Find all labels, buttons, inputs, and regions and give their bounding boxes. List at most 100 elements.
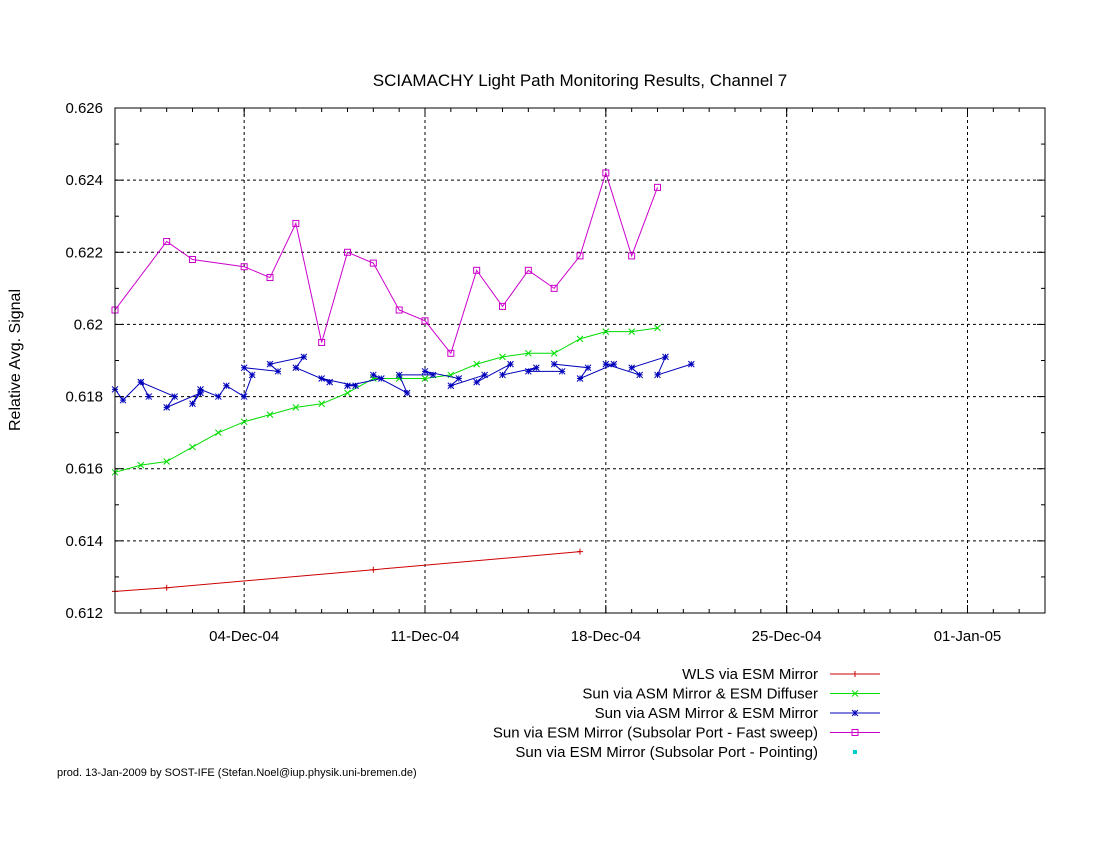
data-point [377,375,385,382]
data-point [197,386,204,393]
data-point [421,367,429,375]
data-point [610,360,618,368]
data-point [240,263,248,271]
legend-sample-marker [853,750,857,754]
chart-title: SCIAMACHY Light Path Monitoring Results,… [373,71,788,90]
series-line [114,171,658,355]
data-point [189,443,196,451]
y-tick-label: 0.622 [65,244,103,261]
data-point [687,360,695,368]
data-point [577,548,583,555]
legend-entry: Sun via ASM Mirror & ESM Mirror [595,705,880,722]
data-point [300,353,308,361]
legend-label: Sun via ESM Mirror (Subsolar Port - Poin… [515,744,818,761]
data-point [602,328,610,335]
y-tick-label: 0.62 [74,316,103,333]
data-point [576,375,584,382]
legend-entry: Sun via ESM Mirror (Subsolar Port - Poin… [515,744,857,761]
legend-sample-marker [851,690,859,697]
data-point [163,458,171,465]
x-tick-label: 11-Dec-04 [391,628,460,645]
data-point [602,169,610,177]
y-tick-label: 0.624 [65,172,103,189]
data-point [137,378,145,386]
data-point [197,389,204,397]
y-tick-label: 0.626 [65,100,103,117]
y-tick-label: 0.612 [65,605,103,622]
data-point [318,400,326,408]
axis-layer: 0.612 0.614 0.616 0.618 0.62 0.622 0.624 0.626 0… [65,100,1045,645]
series-layer [111,169,695,595]
data-point [137,461,145,469]
data-point [429,371,437,379]
data-point [274,367,282,375]
data-point [654,183,661,191]
x-tick-label: 01-Jan-05 [934,628,1002,645]
data-point [524,367,532,375]
data-point [163,237,171,245]
data-point [318,375,326,382]
legend-label: Sun via ASM Mirror & ESM Mirror [595,705,818,722]
data-point [240,393,248,400]
legend-sample-marker [851,729,859,736]
data-point [447,382,455,390]
series-line [114,551,581,592]
data-point [550,284,558,292]
data-point [318,338,326,346]
x-tick-label: 25-Dec-04 [752,628,822,645]
data-point [473,360,481,368]
y-tick-label: 0.616 [65,461,103,478]
data-point [266,360,274,368]
data-point [499,302,506,310]
y-axis-label: Relative Avg. Signal [7,289,24,431]
series-3 [111,353,695,411]
data-point [214,429,222,436]
plot-frame [114,107,1046,614]
data-point [421,375,429,382]
data-point [584,364,592,372]
series-line [114,327,658,473]
data-point [499,371,506,379]
data-point [344,382,351,390]
grid-layer [115,108,1045,613]
data-point [550,349,558,357]
x-tick-label: 04-Dec-04 [209,628,279,645]
data-point [602,360,610,368]
legend-label: Sun via ESM Mirror (Subsolar Port - Fast… [493,725,818,742]
data-point [636,371,644,379]
data-point [171,393,179,400]
data-point [145,393,153,400]
data-point [481,371,489,379]
legend-label: Sun via ASM Mirror & ESM Diffuser [582,686,818,703]
y-tick-label: 0.614 [65,533,103,550]
data-point [403,389,411,397]
data-point [370,566,377,573]
legend-sample-marker [851,709,859,717]
data-point [395,306,403,314]
data-point [499,353,506,361]
data-point [628,252,636,260]
data-point [240,364,248,372]
data-point [292,404,300,411]
data-point [344,389,351,397]
data-point [240,418,248,426]
data-point [628,364,636,372]
data-point [395,371,403,379]
data-point [248,371,256,379]
data-point [292,219,300,227]
data-point [266,411,274,418]
data-point [473,378,481,386]
data-point [189,256,196,263]
data-point [576,252,584,260]
data-point [628,328,636,335]
data-point [473,266,481,274]
series-1 [112,548,583,595]
data-point [507,360,514,368]
legend-entry: Sun via ASM Mirror & ESM Diffuser [582,686,880,703]
legend-sample-marker [852,671,858,677]
data-point [326,378,334,386]
data-point [214,393,222,400]
data-point [550,360,558,368]
legend-label: WLS via ESM Mirror [682,666,818,683]
